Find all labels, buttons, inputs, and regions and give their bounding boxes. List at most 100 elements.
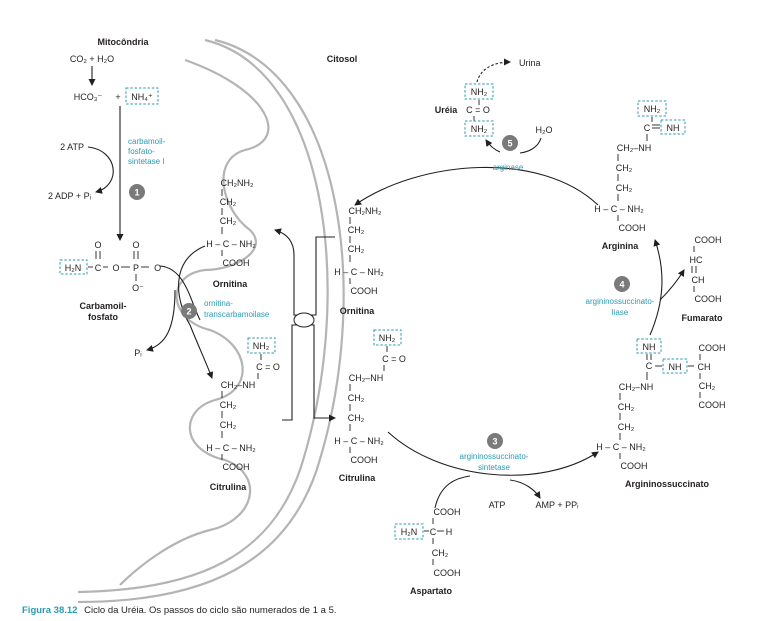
fum-ch: CH	[692, 275, 705, 285]
mitochondria-label: Mitocôndria	[98, 37, 150, 47]
cit-c-ch2nh: CH₂–NH	[349, 373, 384, 383]
cit-c-hcnh2: H – C – NH₂	[334, 436, 384, 446]
cit-m-nh2: NH₂	[253, 341, 270, 351]
step-2-number: 2	[186, 307, 191, 317]
enzyme-otc-2: transcarbamoilase	[204, 310, 270, 319]
carbamoyl-c: C	[95, 263, 102, 273]
asp-c: C	[430, 527, 437, 537]
as-cooh-bottom: COOH	[621, 461, 648, 471]
enzyme-cps-1: carbamoil-	[128, 137, 166, 146]
arginine: NH₂ C NH CH₂–NH CH₂ CH₂ H – C – NH₂ COOH…	[594, 100, 686, 251]
carbamoyl-o-minus2: O⁻	[132, 283, 144, 293]
citrulline-cyto-name: Citrulina	[339, 473, 376, 483]
citrulline-cyto: NH₂ C = O CH₂–NH CH₂ CH₂ H – C – NH₂ COO…	[334, 329, 406, 483]
fumarate: COOH HC CH COOH Fumarato	[681, 235, 723, 323]
enzyme-cps-2: fosfato-	[128, 147, 155, 156]
ornithine-cyto: CH₂NH₂ CH₂ CH₂ H – C – NH₂ COOH Ornitina	[334, 206, 384, 316]
orn-m-ch2b: CH₂	[220, 216, 237, 226]
carbamoyl-p: P	[133, 263, 139, 273]
enzyme-cps-3: sintetase I	[128, 157, 164, 166]
figure-caption: Figura 38.12 Ciclo da Uréia. Os passos d…	[22, 605, 337, 616]
as-ch2a: CH₂	[618, 402, 635, 412]
cit-m-co: C = O	[256, 362, 280, 372]
cit-c-ch2b: CH₂	[348, 413, 365, 423]
urea-nh2-bottom: NH₂	[471, 124, 488, 134]
orn-m-cooh: COOH	[223, 258, 250, 268]
as-nh-top: NH	[643, 342, 656, 352]
as-ch2b: CH₂	[618, 422, 635, 432]
urea-co: C = O	[466, 105, 490, 115]
asp-h: H	[446, 527, 453, 537]
step-2-badge	[181, 303, 197, 319]
carbamoyl-name-2: fosfato	[88, 312, 118, 322]
as-ch2-right: CH₂	[699, 381, 716, 391]
step-1-reactants: CO₂ + H₂O HCO₃⁻ + NH₄⁺ 2 ATP 2 ADP + Pᵢ …	[48, 54, 166, 241]
cit-c-nh2: NH₂	[379, 333, 396, 343]
ornithine-mito-name: Ornitina	[213, 279, 248, 289]
fum-cooh-bottom: COOH	[695, 294, 722, 304]
arg-hcnh2: H – C – NH₂	[594, 204, 644, 214]
carbamoyl-h2n: H₂N	[65, 263, 82, 273]
cytosol-label: Citosol	[327, 54, 358, 64]
cit-m-ch2nh: CH₂–NH	[221, 380, 256, 390]
asp-cooh-top: COOH	[434, 507, 461, 517]
caption-label: Figura 38.12	[22, 605, 77, 616]
argininosuccinate: NH C NH CH COOH CH₂ COOH CH₂–NH CH₂ CH₂ …	[596, 338, 726, 489]
orn-c-ch2b: CH₂	[348, 244, 365, 254]
enzyme-asl-1: argininossuccinato-	[586, 297, 655, 306]
caption-text: Ciclo da Uréia. Os passos do ciclo são n…	[84, 605, 336, 616]
cit-c-cooh: COOH	[351, 455, 378, 465]
carbamoyl-o-minus1: O⁻	[154, 263, 166, 273]
fum-hc: HC	[690, 255, 703, 265]
orn-c-hcnh2: H – C – NH₂	[334, 267, 384, 277]
carbamoyl-o1: O	[94, 240, 101, 250]
cit-m-ch2a: CH₂	[220, 400, 237, 410]
asp-ch2: CH₂	[432, 548, 449, 558]
step-1-number: 1	[134, 188, 139, 198]
ornithine-cyto-name: Ornitina	[340, 306, 375, 316]
cit-m-cooh: COOH	[223, 462, 250, 472]
mitochondrial-membrane	[77, 38, 345, 604]
step-3-number: 3	[492, 437, 497, 447]
bicarbonate: HCO₃⁻	[74, 92, 103, 102]
carbamoyl-o-bridge: O	[112, 263, 119, 273]
as-cooh-top: COOH	[699, 343, 726, 353]
fum-cooh-top: COOH	[695, 235, 722, 245]
orn-m-ch2nh2: CH₂NH₂	[221, 178, 254, 188]
water: H₂O	[536, 125, 553, 135]
orn-c-ch2a: CH₂	[348, 225, 365, 235]
urea-name: Uréia	[435, 105, 459, 115]
arginine-name: Arginina	[602, 241, 639, 251]
enzyme-otc-1: ornitina-	[204, 299, 233, 308]
step-1-badge	[129, 184, 145, 200]
aspartate: COOH H₂N C H CH₂ COOH Aspartato	[394, 507, 461, 596]
urea-nh2-top: NH₂	[471, 87, 488, 97]
arg-nh-imine: NH	[667, 123, 680, 133]
atp: ATP	[489, 500, 506, 510]
atp-2: 2 ATP	[60, 142, 84, 152]
carbamoyl-phosphate: O O H₂N C O P O⁻ O⁻ Carbamoil- fosfato	[59, 240, 166, 322]
enzyme-arginase: arginase	[493, 163, 524, 172]
as-ch2nh: CH₂–NH	[619, 382, 654, 392]
phosphate-released: Pᵢ	[134, 348, 141, 358]
amp-ppi: AMP + PPᵢ	[535, 500, 578, 510]
step-5-number: 5	[507, 139, 512, 149]
as-cooh-right: COOH	[699, 400, 726, 410]
arg-ch2a: CH₂	[616, 163, 633, 173]
as-ch: CH	[698, 362, 711, 372]
cit-c-ch2a: CH₂	[348, 393, 365, 403]
step-4-number: 4	[619, 280, 624, 290]
ornithine-mito: CH₂NH₂ CH₂ CH₂ H – C – NH₂ COOH Ornitina	[206, 178, 256, 289]
as-nh-mid: NH	[669, 362, 682, 372]
urine: Urina	[519, 58, 541, 68]
enzyme-asl-2: liase	[612, 308, 629, 317]
cit-c-co: C = O	[382, 354, 406, 364]
step-5-badge	[502, 135, 518, 151]
plus-sign: +	[115, 92, 120, 102]
carbamoyl-name-1: Carbamoil-	[79, 301, 126, 311]
orn-m-hcnh2: H – C – NH₂	[206, 239, 256, 249]
adp-2-pi: 2 ADP + Pᵢ	[48, 191, 91, 201]
as-c: C	[646, 361, 653, 371]
arg-cooh: COOH	[619, 223, 646, 233]
ammonium: NH₄⁺	[131, 92, 153, 102]
